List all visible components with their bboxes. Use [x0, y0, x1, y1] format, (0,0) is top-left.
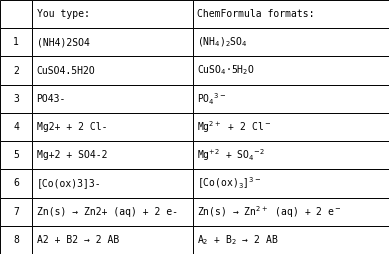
Text: (NH$_4$)$_2$SO$_4$: (NH$_4$)$_2$SO$_4$ [197, 36, 248, 49]
Bar [32, 85, 193, 113]
Bar [32, 226, 193, 254]
Text: 6: 6 [13, 179, 19, 188]
Bar [193, 0, 389, 28]
Text: PO$_4$$^{3-}$: PO$_4$$^{3-}$ [197, 91, 226, 107]
Bar [0, 85, 32, 113]
Text: You type:: You type: [37, 9, 89, 19]
Bar [193, 28, 389, 56]
Bar [0, 226, 32, 254]
Bar [0, 113, 32, 141]
Bar [32, 198, 193, 226]
Bar [0, 198, 32, 226]
Bar [0, 28, 32, 56]
Text: PO43-: PO43- [37, 94, 66, 104]
Text: Mg$^{2+}$ + 2 Cl$^-$: Mg$^{2+}$ + 2 Cl$^-$ [197, 119, 272, 135]
Bar [0, 169, 32, 198]
Bar [32, 0, 193, 28]
Text: Mg$^{+2}$ + SO$_4$$^{-2}$: Mg$^{+2}$ + SO$_4$$^{-2}$ [197, 147, 265, 163]
Bar [193, 226, 389, 254]
Bar [193, 85, 389, 113]
Bar [193, 113, 389, 141]
Bar [32, 113, 193, 141]
Bar [0, 56, 32, 85]
Text: 2: 2 [13, 66, 19, 75]
Text: [Co(ox)3]3-: [Co(ox)3]3- [37, 179, 101, 188]
Bar [193, 141, 389, 169]
Text: Zn(s) → Zn$^{2+}$ (aq) + 2 e$^-$: Zn(s) → Zn$^{2+}$ (aq) + 2 e$^-$ [197, 204, 342, 219]
Bar [193, 56, 389, 85]
Bar [193, 169, 389, 198]
Bar [193, 198, 389, 226]
Bar [32, 141, 193, 169]
Text: CuSO4.5H2O: CuSO4.5H2O [37, 66, 95, 75]
Text: 1: 1 [13, 37, 19, 47]
Bar [32, 169, 193, 198]
Bar [32, 56, 193, 85]
Text: A$_2$ + B$_2$ → 2 AB: A$_2$ + B$_2$ → 2 AB [197, 233, 279, 247]
Text: 7: 7 [13, 207, 19, 217]
Text: 4: 4 [13, 122, 19, 132]
Text: A2 + B2 → 2 AB: A2 + B2 → 2 AB [37, 235, 119, 245]
Text: Mg+2 + SO4-2: Mg+2 + SO4-2 [37, 150, 107, 160]
Text: Mg2+ + 2 Cl-: Mg2+ + 2 Cl- [37, 122, 107, 132]
Text: (NH4)2SO4: (NH4)2SO4 [37, 37, 89, 47]
Text: 3: 3 [13, 94, 19, 104]
Bar [32, 28, 193, 56]
Bar [0, 141, 32, 169]
Text: 8: 8 [13, 235, 19, 245]
Text: CuSO$_4$·5H$_2$O: CuSO$_4$·5H$_2$O [197, 64, 255, 77]
Text: 5: 5 [13, 150, 19, 160]
Text: Zn(s) → Zn2+ (aq) + 2 e-: Zn(s) → Zn2+ (aq) + 2 e- [37, 207, 177, 217]
Text: [Co(ox)$_3$]$^{3-}$: [Co(ox)$_3$]$^{3-}$ [197, 176, 262, 191]
Text: ChemFormula formats:: ChemFormula formats: [197, 9, 315, 19]
Bar [0, 0, 32, 28]
